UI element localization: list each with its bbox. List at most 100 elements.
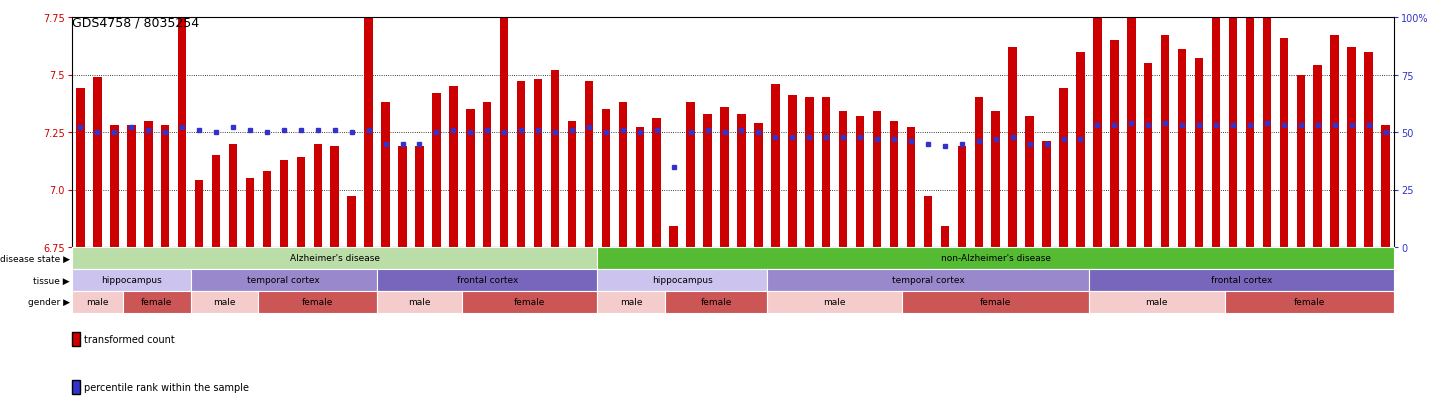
Bar: [923, 197, 932, 247]
Bar: [110, 126, 119, 247]
Bar: [975, 98, 982, 247]
Bar: [483, 103, 492, 247]
Text: male: male: [619, 298, 642, 307]
Bar: [618, 103, 627, 247]
Bar: [1381, 126, 1390, 247]
Bar: [1364, 52, 1372, 247]
Bar: [330, 147, 338, 247]
Bar: [1043, 142, 1051, 247]
Bar: [1195, 59, 1203, 247]
Bar: [703, 114, 711, 247]
Bar: [500, 0, 509, 247]
Text: transformed count: transformed count: [85, 334, 175, 344]
Text: gender ▶: gender ▶: [27, 298, 70, 307]
Bar: [1110, 41, 1119, 247]
Bar: [432, 94, 440, 247]
Bar: [195, 181, 204, 247]
Bar: [754, 123, 763, 247]
Text: male: male: [86, 298, 109, 307]
Bar: [1331, 36, 1339, 247]
Bar: [1177, 50, 1186, 247]
Bar: [297, 158, 305, 247]
Bar: [991, 112, 999, 247]
Text: temporal cortex: temporal cortex: [248, 276, 320, 285]
Text: frontal cortex: frontal cortex: [1210, 276, 1272, 285]
Text: female: female: [141, 298, 172, 307]
Text: tissue ▶: tissue ▶: [33, 276, 70, 285]
Bar: [76, 89, 85, 247]
Bar: [280, 160, 288, 247]
Bar: [1348, 48, 1357, 247]
Text: temporal cortex: temporal cortex: [892, 276, 964, 285]
Bar: [941, 227, 949, 247]
Bar: [229, 144, 237, 247]
Bar: [1127, 0, 1136, 247]
Bar: [262, 172, 271, 247]
Bar: [1314, 66, 1322, 247]
Bar: [381, 103, 390, 247]
Text: non-Alzheimer's disease: non-Alzheimer's disease: [941, 254, 1051, 263]
Bar: [364, 0, 373, 247]
Bar: [789, 96, 796, 247]
Bar: [1060, 89, 1068, 247]
Text: male: male: [1146, 298, 1167, 307]
Text: Alzheimer's disease: Alzheimer's disease: [290, 254, 380, 263]
Text: female: female: [1293, 298, 1325, 307]
Bar: [822, 98, 830, 247]
FancyBboxPatch shape: [72, 380, 79, 394]
Text: female: female: [303, 298, 334, 307]
Text: GDS4758 / 8035254: GDS4758 / 8035254: [72, 16, 199, 29]
Text: male: male: [409, 298, 430, 307]
Bar: [314, 144, 323, 247]
Text: female: female: [700, 298, 731, 307]
Text: hippocampus: hippocampus: [652, 276, 713, 285]
Bar: [128, 126, 136, 247]
Bar: [687, 103, 695, 247]
Bar: [212, 156, 221, 247]
Bar: [958, 147, 967, 247]
Bar: [856, 116, 865, 247]
Bar: [771, 85, 780, 247]
Bar: [416, 147, 423, 247]
Text: disease state ▶: disease state ▶: [0, 254, 70, 263]
Bar: [720, 107, 728, 247]
Bar: [568, 121, 576, 247]
Bar: [585, 82, 594, 247]
Text: female: female: [979, 298, 1011, 307]
Bar: [533, 80, 542, 247]
Bar: [1229, 11, 1238, 247]
Bar: [1246, 7, 1255, 247]
Text: frontal cortex: frontal cortex: [456, 276, 518, 285]
Bar: [1076, 52, 1084, 247]
Bar: [1162, 36, 1170, 247]
Bar: [245, 178, 254, 247]
Bar: [839, 112, 847, 247]
Bar: [737, 114, 746, 247]
Bar: [652, 119, 661, 247]
Bar: [1144, 64, 1153, 247]
Bar: [670, 227, 678, 247]
Bar: [1296, 75, 1305, 247]
Bar: [178, 0, 186, 247]
Bar: [516, 82, 525, 247]
Bar: [143, 121, 152, 247]
Text: hippocampus: hippocampus: [100, 276, 162, 285]
FancyBboxPatch shape: [72, 332, 79, 346]
Bar: [889, 121, 898, 247]
Bar: [1093, 0, 1101, 247]
Bar: [804, 98, 813, 247]
Text: female: female: [513, 298, 545, 307]
Bar: [466, 110, 475, 247]
Bar: [93, 78, 102, 247]
Bar: [399, 147, 407, 247]
Text: male: male: [214, 298, 235, 307]
Bar: [906, 128, 915, 247]
Bar: [551, 71, 559, 247]
Bar: [635, 128, 644, 247]
Text: percentile rank within the sample: percentile rank within the sample: [85, 382, 250, 392]
Bar: [1279, 38, 1288, 247]
Bar: [449, 87, 457, 247]
Bar: [873, 112, 882, 247]
Bar: [1212, 16, 1220, 247]
Bar: [602, 110, 609, 247]
